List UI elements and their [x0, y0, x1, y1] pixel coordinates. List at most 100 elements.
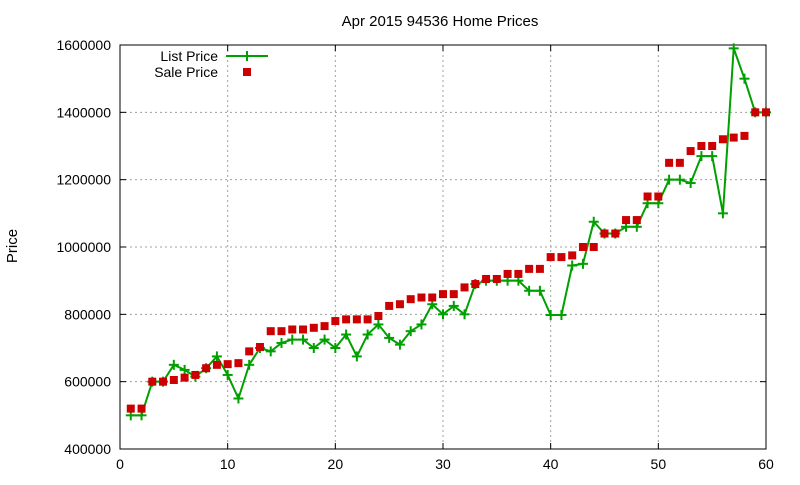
list-price-point	[222, 369, 233, 380]
legend-label: Sale Price	[154, 64, 218, 80]
list-price-point	[728, 43, 739, 54]
list-price-point	[577, 258, 588, 269]
sale-price-point	[148, 377, 157, 386]
list-price-point	[351, 351, 362, 362]
sale-price-point	[568, 251, 577, 260]
sale-price-point	[557, 253, 566, 262]
tick-labels: 0 10 20 30 40 50 60 400000 600000 800000 1000000 12…	[56, 37, 774, 472]
sale-price-point	[632, 216, 641, 225]
sale-price-point	[535, 264, 544, 273]
sale-price-point	[395, 300, 404, 309]
grid-lines	[120, 45, 766, 449]
sale-price-point	[320, 322, 329, 331]
legend-swatch-square	[243, 68, 251, 76]
list-price-point	[567, 260, 578, 271]
sale-price-point	[266, 327, 275, 336]
sale-price-point	[406, 295, 415, 304]
list-price-point	[287, 334, 298, 345]
x-tick-label: 0	[116, 456, 124, 472]
list-price-point	[362, 329, 373, 340]
axes	[119, 44, 767, 450]
sale-price-point	[299, 325, 308, 334]
list-price-point	[308, 343, 319, 353]
list-price-point	[341, 329, 352, 340]
x-tick-label: 60	[758, 456, 774, 472]
list-price-point	[545, 310, 556, 321]
list-price-point	[524, 285, 535, 296]
sale-price-point	[126, 404, 135, 413]
sale-price-point	[439, 290, 447, 299]
y-tick-label: 1000000	[56, 239, 111, 255]
sale-price-point	[180, 373, 189, 382]
list-price-point	[244, 359, 255, 370]
x-tick-label: 50	[651, 456, 667, 472]
list-price-point	[674, 174, 685, 185]
sale-price-point	[417, 293, 426, 302]
sale-price-point	[363, 315, 372, 324]
list-price-point	[717, 208, 728, 219]
sale-price-point	[137, 404, 146, 413]
list-price-point	[664, 174, 675, 185]
sale-price-point	[234, 359, 243, 368]
x-tick-label: 40	[543, 456, 559, 472]
sale-price-point	[546, 253, 555, 262]
list-price-point	[534, 285, 545, 296]
list-price-point	[416, 319, 427, 330]
list-price-point	[373, 319, 384, 330]
sale-price-point	[665, 158, 674, 167]
sale-price-point	[697, 142, 706, 150]
sale-price-point	[352, 315, 361, 324]
sale-price-point	[708, 142, 717, 150]
sale-price-point	[751, 108, 760, 117]
sale-price-point	[675, 158, 684, 167]
legend-label: List Price	[160, 48, 218, 64]
sale-price-point	[600, 229, 609, 238]
y-tick-label: 800000	[64, 306, 111, 322]
list-price-point	[459, 309, 470, 320]
y-axis-label: Price	[4, 229, 21, 263]
sale-price-point	[611, 229, 620, 238]
sale-price-point	[589, 243, 598, 251]
sale-price-point	[385, 301, 394, 310]
chart-title: Apr 2015 94536 Home Prices	[342, 13, 539, 30]
series-marks	[125, 43, 771, 421]
sale-price-point	[492, 274, 501, 283]
sale-price-point	[428, 293, 437, 302]
list-price-point	[168, 359, 179, 370]
list-price-point	[298, 334, 309, 345]
sale-price-point	[255, 342, 264, 351]
sale-price-point	[622, 216, 631, 225]
sale-price-point	[740, 131, 749, 140]
sale-price-point	[342, 315, 351, 324]
sale-price-point	[202, 364, 211, 373]
sale-price-point	[277, 327, 286, 336]
sale-price-point	[503, 269, 512, 278]
list-price-point	[707, 151, 718, 162]
sale-price-point	[309, 323, 318, 332]
list-price-point	[556, 310, 567, 321]
sale-price-point	[643, 192, 652, 201]
sale-price-point	[578, 243, 587, 251]
sale-price-point	[686, 147, 695, 156]
list-price-point	[448, 300, 459, 311]
sale-price-point	[223, 360, 232, 369]
sale-price-point	[460, 283, 469, 292]
list-price-point	[330, 343, 341, 353]
sale-price-point	[374, 312, 383, 321]
sale-price-point	[514, 269, 523, 278]
sale-price-point	[159, 377, 168, 386]
list-price-point	[438, 309, 448, 320]
sale-price-point	[169, 375, 178, 384]
list-price-point	[179, 364, 190, 375]
sale-price-point	[525, 264, 534, 273]
sale-price-point	[288, 325, 297, 334]
list-price-point	[276, 337, 287, 348]
series-sale-price	[126, 108, 770, 413]
list-price-point	[211, 351, 222, 362]
sale-price-point	[191, 370, 200, 379]
list-price-point	[696, 151, 707, 162]
y-tick-label: 1600000	[56, 37, 111, 53]
sale-price-point	[718, 135, 727, 144]
